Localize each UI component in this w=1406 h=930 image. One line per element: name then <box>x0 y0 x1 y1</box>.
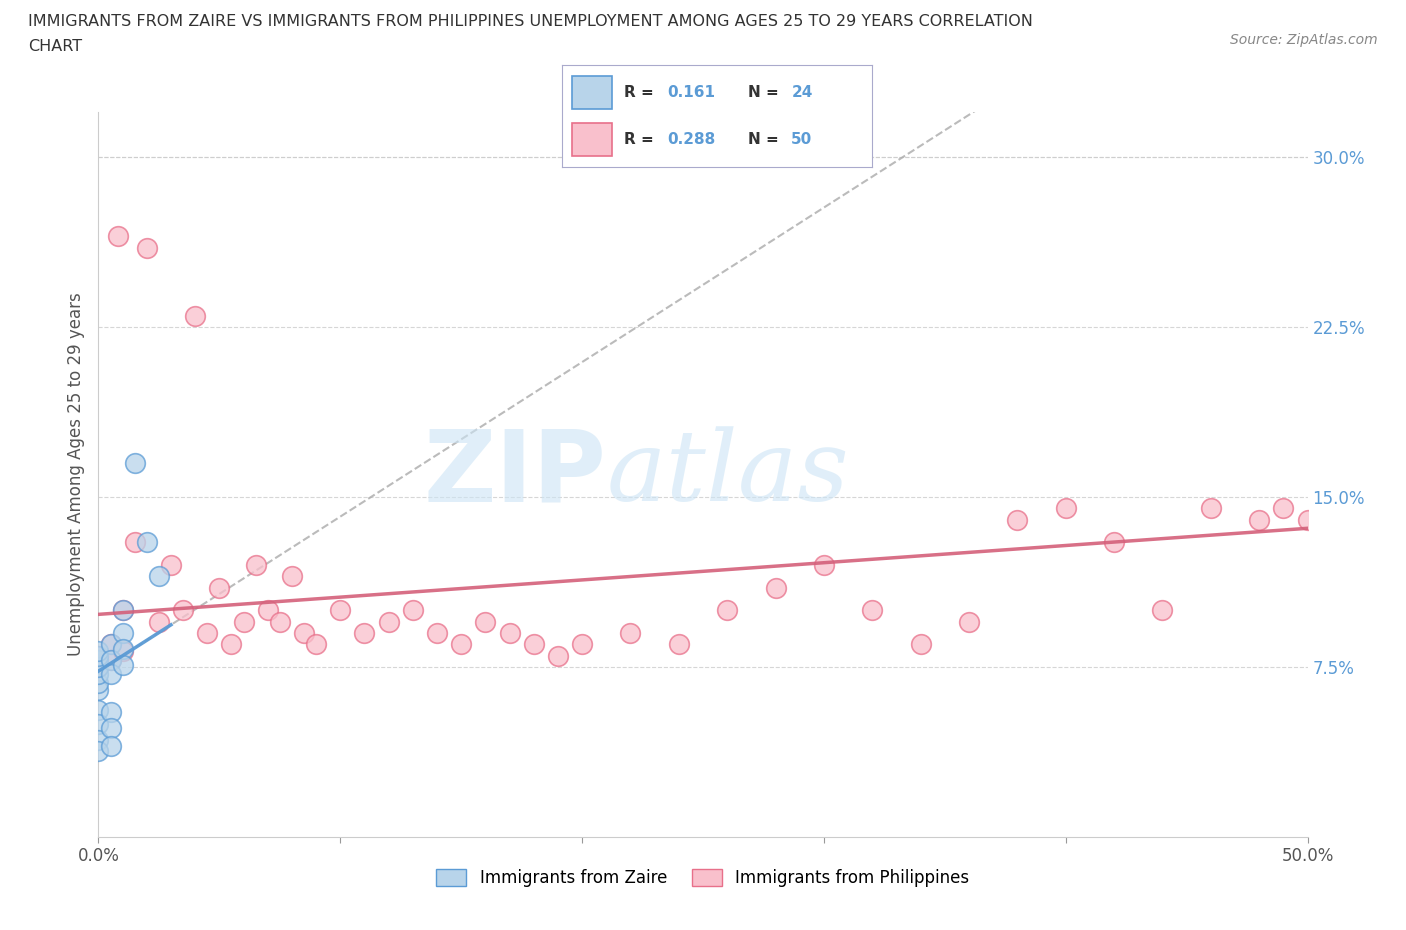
Point <box>160 558 183 573</box>
Point <box>100 738 122 753</box>
Text: R =: R = <box>624 86 659 100</box>
Text: 50: 50 <box>792 132 813 147</box>
Point <box>148 614 170 629</box>
Point <box>1249 512 1271 527</box>
Text: CHART: CHART <box>28 39 82 54</box>
Legend: Immigrants from Zaire, Immigrants from Philippines: Immigrants from Zaire, Immigrants from P… <box>430 862 976 894</box>
Point <box>135 535 157 550</box>
Point <box>353 626 375 641</box>
Point <box>87 732 110 747</box>
Point <box>1102 535 1125 550</box>
Point <box>221 637 243 652</box>
Point <box>135 240 157 255</box>
Point <box>100 666 122 681</box>
Point <box>426 626 449 641</box>
Point <box>87 703 110 718</box>
Y-axis label: Unemployment Among Ages 25 to 29 years: Unemployment Among Ages 25 to 29 years <box>66 292 84 657</box>
Point <box>957 614 980 629</box>
Point <box>100 637 122 652</box>
Point <box>111 658 134 672</box>
Point <box>571 637 593 652</box>
Point <box>87 743 110 758</box>
Point <box>1054 501 1077 516</box>
Point <box>107 229 129 244</box>
Point <box>87 644 110 658</box>
Text: 24: 24 <box>792 86 813 100</box>
Point <box>87 659 110 674</box>
Point <box>100 705 122 720</box>
Point <box>1007 512 1029 527</box>
Point <box>87 666 110 681</box>
Point <box>245 558 267 573</box>
Point <box>256 603 278 618</box>
Point <box>474 614 496 629</box>
Point <box>111 603 134 618</box>
Point <box>281 569 304 584</box>
Point <box>269 614 291 629</box>
Point <box>111 642 134 657</box>
Point <box>547 648 569 663</box>
Point <box>910 637 932 652</box>
Point <box>619 626 641 641</box>
Point <box>111 626 134 641</box>
Point <box>860 603 883 618</box>
Text: N =: N = <box>748 86 785 100</box>
Text: R =: R = <box>624 132 659 147</box>
Point <box>100 653 122 668</box>
Point <box>1199 501 1222 516</box>
Point <box>523 637 546 652</box>
Text: 0.161: 0.161 <box>668 86 716 100</box>
Text: N =: N = <box>748 132 785 147</box>
Point <box>87 716 110 731</box>
Point <box>100 721 122 736</box>
Point <box>208 580 231 595</box>
Point <box>124 535 146 550</box>
Point <box>1296 512 1319 527</box>
Point <box>292 626 315 641</box>
Point <box>1152 603 1174 618</box>
Point <box>450 637 472 652</box>
Point <box>87 659 110 674</box>
Point <box>100 653 122 668</box>
Point <box>87 683 110 698</box>
Point <box>377 614 399 629</box>
Point <box>111 603 134 618</box>
Text: atlas: atlas <box>606 427 849 522</box>
Point <box>813 558 835 573</box>
FancyBboxPatch shape <box>572 76 612 109</box>
Point <box>184 308 207 323</box>
Point <box>87 648 110 663</box>
Text: Source: ZipAtlas.com: Source: ZipAtlas.com <box>1230 33 1378 46</box>
Point <box>1272 501 1295 516</box>
Point <box>172 603 194 618</box>
Point <box>402 603 425 618</box>
Point <box>232 614 254 629</box>
Point <box>765 580 787 595</box>
Text: IMMIGRANTS FROM ZAIRE VS IMMIGRANTS FROM PHILIPPINES UNEMPLOYMENT AMONG AGES 25 : IMMIGRANTS FROM ZAIRE VS IMMIGRANTS FROM… <box>28 14 1033 29</box>
Point <box>195 626 218 641</box>
Point <box>87 648 110 663</box>
Point <box>329 603 352 618</box>
Point <box>100 637 122 652</box>
Text: ZIP: ZIP <box>423 426 606 523</box>
Point <box>498 626 520 641</box>
Point <box>305 637 328 652</box>
Text: 0.288: 0.288 <box>668 132 716 147</box>
Point <box>716 603 738 618</box>
Point <box>87 675 110 690</box>
Point <box>668 637 690 652</box>
Point <box>111 644 134 658</box>
Point <box>124 456 146 471</box>
Point <box>87 653 110 668</box>
FancyBboxPatch shape <box>572 124 612 156</box>
Point <box>148 569 170 584</box>
